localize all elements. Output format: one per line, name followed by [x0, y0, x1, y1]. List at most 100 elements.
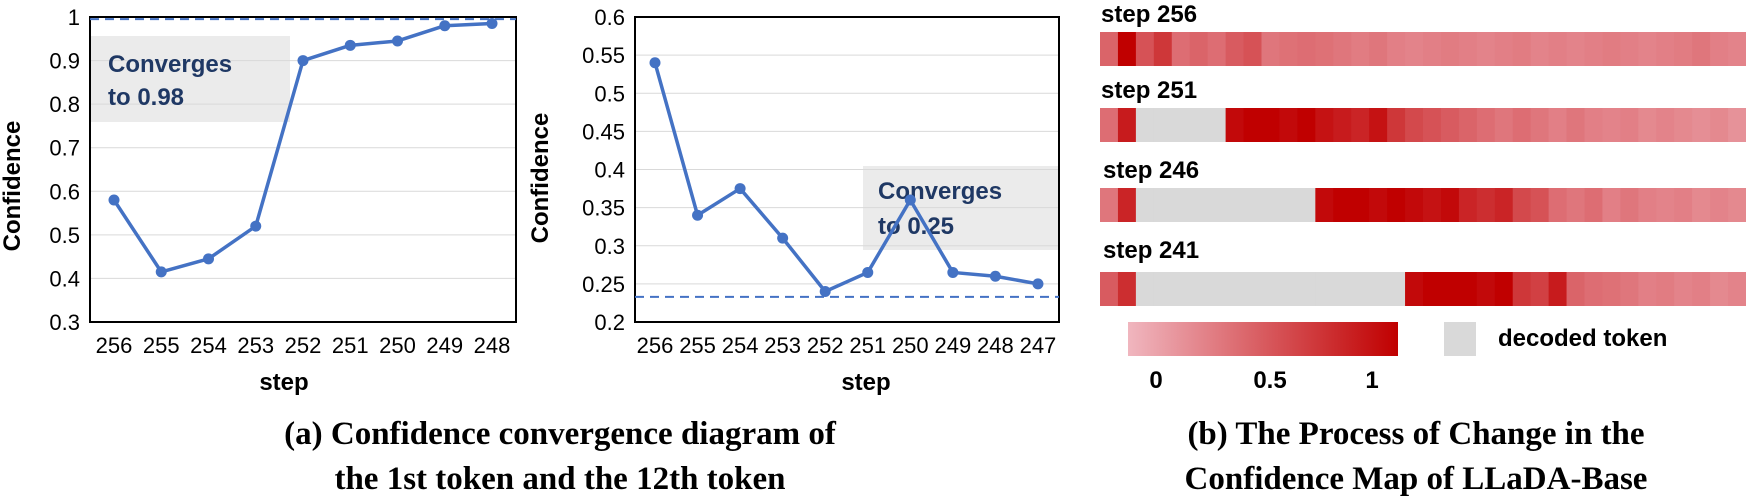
- decoded-token-cell: [1225, 188, 1245, 222]
- heatmap-cell: [1566, 108, 1586, 142]
- heatmap-cell: [1692, 32, 1711, 66]
- heatmap-cell: [1638, 108, 1657, 142]
- confidence-heatmap: step 256 step 251 step 246 step 241 0 0.…: [1100, 1, 1746, 394]
- chart2-ytick: 0.3: [594, 234, 625, 259]
- chart-twelfth-token: Converges to 0.25 step Confidence 0.20.2…: [527, 5, 1060, 396]
- heatmap-cell: [1100, 188, 1119, 222]
- chart2-series-line: [653, 62, 1039, 294]
- decoded-token-cell: [1153, 272, 1173, 306]
- chart1-ytick: 0.5: [49, 223, 80, 248]
- chart1-point: [108, 194, 120, 206]
- heatmap-cell: [1548, 108, 1568, 142]
- heatmap-cell: [1117, 108, 1137, 142]
- chart2-ytick: 0.25: [582, 272, 625, 297]
- chart2-ytick: 0.5: [594, 81, 625, 106]
- decoded-token-cell: [1279, 188, 1298, 222]
- heatmap-cell: [1530, 188, 1550, 222]
- chart1-point: [250, 220, 262, 232]
- heatmap-cell: [1261, 108, 1281, 142]
- heatmap-cell: [1225, 32, 1245, 66]
- decoded-token-cell: [1297, 272, 1316, 306]
- heatmap-cell: [1100, 32, 1119, 66]
- chart1-point: [203, 253, 214, 265]
- chart2-xtick: 250: [892, 333, 929, 358]
- heatmap-cell: [1674, 188, 1693, 222]
- heatmap-cell: [1620, 108, 1639, 142]
- heatmap-cell: [1530, 108, 1550, 142]
- chart2-annotation-line1: Converges: [878, 178, 1002, 205]
- heatmap-cell: [1405, 32, 1424, 66]
- chart2-point: [819, 286, 831, 297]
- heatmap-cell: [1512, 188, 1532, 222]
- decoded-token-cell: [1171, 108, 1191, 142]
- chart2-ytick: 0.55: [582, 43, 625, 68]
- heatmap-row-label-3: step 241: [1103, 237, 1199, 264]
- colorbar: [1128, 322, 1398, 356]
- chart2-xtick: 256: [637, 333, 674, 358]
- chart2-xtick: 249: [934, 333, 971, 358]
- decoded-token-cell: [1171, 272, 1191, 306]
- chart1-ylabel: Confidence: [0, 121, 26, 252]
- chart2-ylabel: Confidence: [527, 113, 554, 244]
- decoded-token-cell: [1369, 272, 1388, 306]
- heatmap-cell: [1728, 188, 1746, 222]
- heatmap-cell: [1387, 108, 1406, 142]
- decoded-token-cell: [1225, 272, 1245, 306]
- heatmap-cell: [1423, 108, 1442, 142]
- heatmap-cell: [1692, 272, 1711, 306]
- chart2-xtick: 247: [1020, 333, 1057, 358]
- heatmap-cell: [1315, 32, 1334, 66]
- heatmap-cell: [1333, 108, 1352, 142]
- heatmap-cell: [1243, 108, 1263, 142]
- chart1-point: [344, 39, 356, 51]
- chart2-point: [649, 57, 661, 69]
- heatmap-cell: [1476, 32, 1496, 66]
- heatmap-cell: [1261, 32, 1281, 66]
- chart1-ytick: 0.6: [49, 179, 80, 204]
- chart2-point: [989, 270, 1001, 282]
- heatmap-cell: [1225, 108, 1245, 142]
- chart1-xtick: 248: [474, 333, 511, 358]
- decoded-token-legend-label: decoded token: [1498, 325, 1667, 352]
- heatmap-cell: [1135, 32, 1155, 66]
- heatmap-cell: [1674, 32, 1693, 66]
- heatmap-cell: [1620, 32, 1639, 66]
- caption-b-line1: (b) The Process of Change in the: [1187, 416, 1644, 452]
- chart1-xlabel: step: [259, 369, 308, 396]
- heatmap-cell: [1207, 32, 1227, 66]
- heatmap-cell: [1405, 272, 1424, 306]
- chart2-point: [692, 209, 704, 221]
- heatmap-cell: [1656, 108, 1675, 142]
- chart1-point: [439, 20, 451, 32]
- chart2-point: [1032, 278, 1044, 290]
- heatmap-cell: [1656, 188, 1675, 222]
- heatmap-cell: [1476, 108, 1496, 142]
- decoded-token-cell: [1135, 188, 1155, 222]
- chart1-point: [392, 35, 403, 47]
- decoded-token-cell: [1279, 272, 1298, 306]
- decoded-token-cell: [1243, 188, 1263, 222]
- heatmap-cell: [1494, 32, 1514, 66]
- heatmap-cell: [1171, 32, 1191, 66]
- heatmap-cell: [1117, 272, 1137, 306]
- heatmap-cell: [1458, 188, 1478, 222]
- heatmap-cell: [1458, 32, 1478, 66]
- chart1-xtick: 250: [379, 333, 416, 358]
- chart1-xtick: 251: [332, 333, 369, 358]
- heatmap-cell: [1512, 32, 1532, 66]
- heatmap-cell: [1602, 108, 1621, 142]
- decoded-token-cell: [1315, 272, 1334, 306]
- chart2-point: [904, 194, 916, 206]
- heatmap-cell: [1638, 32, 1657, 66]
- heatmap-cell: [1674, 108, 1693, 142]
- chart2-ytick: 0.4: [594, 158, 625, 183]
- decoded-token-cell: [1207, 188, 1227, 222]
- heatmap-cell: [1405, 188, 1424, 222]
- heatmap-cell: [1548, 32, 1568, 66]
- heatmap-cell: [1656, 272, 1675, 306]
- heatmap-cell: [1387, 188, 1406, 222]
- decoded-token-cell: [1153, 188, 1173, 222]
- heatmap-cell: [1369, 32, 1388, 66]
- heatmap-cell: [1351, 188, 1370, 222]
- heatmap-cell: [1692, 188, 1711, 222]
